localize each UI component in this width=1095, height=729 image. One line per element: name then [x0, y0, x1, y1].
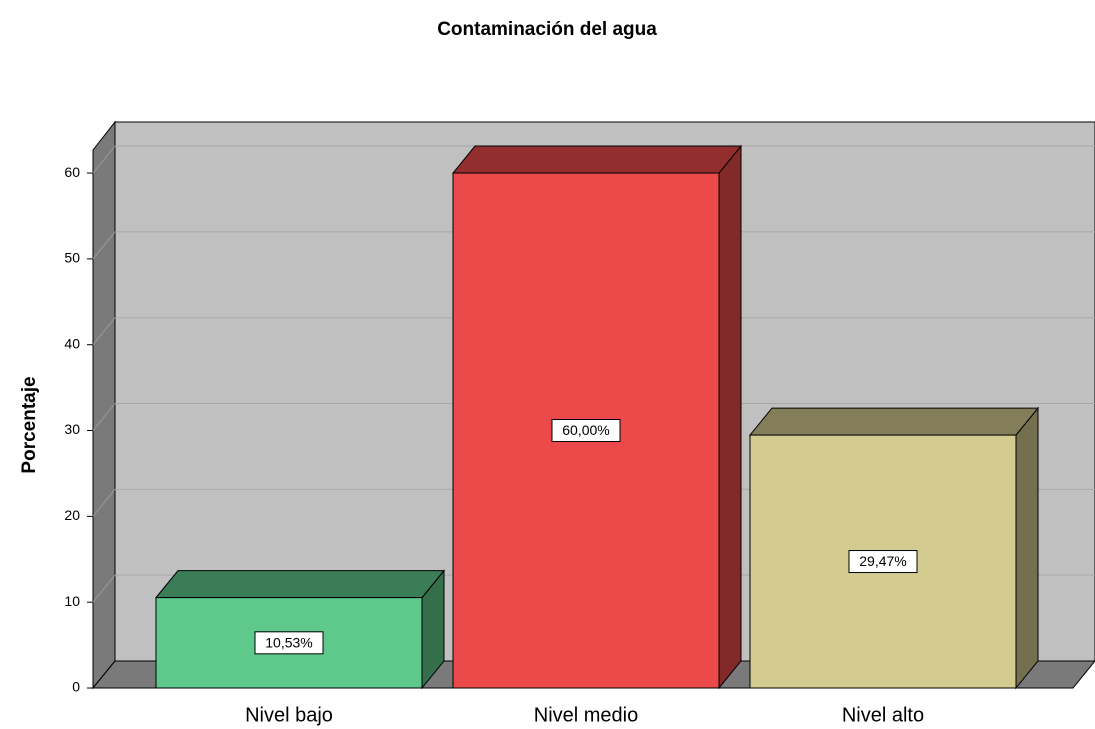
- grid-line: [92, 231, 116, 260]
- y-axis-label: Porcentaje: [19, 376, 40, 473]
- value-label-box: [848, 550, 918, 574]
- grid-line: [92, 145, 116, 174]
- bar-top: [748, 407, 1040, 436]
- y-tick-label: 40: [64, 335, 80, 351]
- value-label: 10,53%: [265, 635, 312, 651]
- grid-line: [92, 574, 116, 603]
- grid-line: [92, 489, 116, 517]
- y-tick-label: 60: [64, 164, 80, 180]
- grid-line: [92, 403, 116, 431]
- left-wall: [92, 120, 116, 690]
- y-tick-label: 30: [64, 421, 80, 437]
- x-tick-label: Nivel medio: [534, 704, 638, 726]
- value-label-box: [254, 631, 324, 655]
- y-tick-label: 10: [64, 593, 80, 609]
- bar-top: [451, 145, 743, 174]
- value-label: 29,47%: [859, 553, 906, 569]
- bar-side: [718, 144, 742, 690]
- value-label: 60,00%: [562, 422, 609, 438]
- grid-line: [92, 317, 116, 346]
- x-tick-label: Nivel bajo: [245, 704, 333, 726]
- bar-top: [154, 570, 446, 599]
- y-tick-label: 0: [72, 679, 80, 695]
- chart-title: Contaminación del agua: [437, 19, 657, 40]
- value-label-box: [551, 419, 621, 443]
- y-tick-label: 20: [64, 507, 80, 523]
- bar-side: [1015, 406, 1039, 690]
- y-tick-label: 50: [64, 250, 80, 266]
- x-tick-label: Nivel alto: [842, 704, 924, 726]
